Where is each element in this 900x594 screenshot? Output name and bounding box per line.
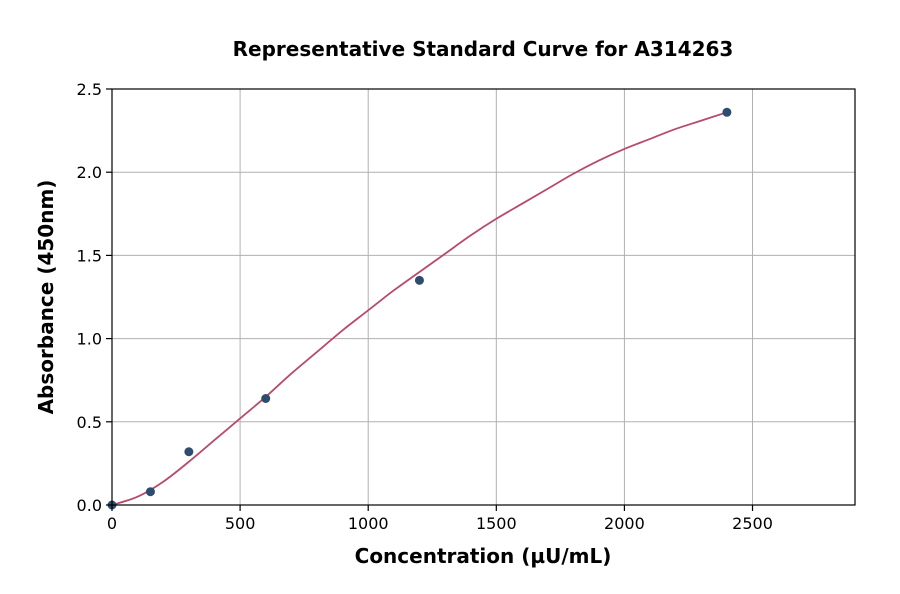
fit-curve-layer	[111, 111, 728, 506]
plot-area-frame	[111, 88, 856, 506]
y-tick-label: 0.5	[77, 413, 102, 432]
data-point	[722, 107, 732, 117]
data-point	[261, 394, 271, 404]
data-point	[414, 275, 424, 285]
x-tick-label: 2500	[732, 514, 773, 533]
x-tick-label: 500	[225, 514, 256, 533]
x-tick-label: 1000	[348, 514, 389, 533]
data-point	[145, 487, 155, 497]
data-point	[184, 447, 194, 457]
y-axis-label: Absorbance (450nm)	[34, 180, 58, 415]
y-tick-label: 1.0	[77, 330, 102, 349]
chart-title: Representative Standard Curve for A31426…	[233, 37, 734, 61]
x-tick-label: 0	[107, 514, 117, 533]
fit-curve-line	[111, 111, 728, 506]
x-axis-label: Concentration (µU/mL)	[355, 544, 612, 568]
x-tick-label: 1500	[476, 514, 517, 533]
y-tick-label: 2.5	[77, 80, 102, 99]
data-points-layer	[107, 107, 732, 510]
y-tick-label: 0.0	[77, 496, 102, 515]
x-tick-label: 2000	[604, 514, 645, 533]
y-axis-ticks: 0.0 0.5 1.0 1.5 2.0 2.5	[77, 80, 112, 515]
x-axis-ticks: 0 500 1000 1500 2000 2500	[107, 505, 773, 533]
grid	[111, 88, 855, 506]
y-tick-label: 1.5	[77, 246, 102, 265]
y-tick-label: 2.0	[77, 163, 102, 182]
